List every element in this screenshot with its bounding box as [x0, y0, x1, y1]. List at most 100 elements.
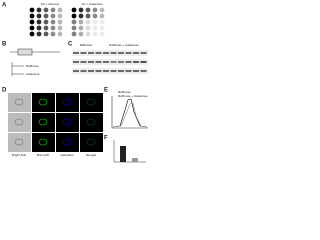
spot [92, 31, 98, 37]
spot [57, 7, 63, 13]
column-label: Mito-GFP [37, 153, 50, 157]
cell [14, 98, 24, 106]
micrograph [8, 113, 31, 132]
spot [85, 25, 91, 31]
condition: Raffinose [26, 64, 39, 68]
panel-label: A [2, 3, 7, 9]
cell [38, 98, 48, 106]
spot [43, 19, 49, 25]
band [125, 61, 132, 63]
band [118, 61, 124, 63]
band [103, 70, 109, 72]
band [140, 52, 147, 54]
cell [38, 118, 48, 126]
band [110, 70, 117, 72]
spot [50, 13, 56, 19]
micrograph [80, 113, 103, 132]
band [73, 52, 79, 54]
spot [78, 7, 84, 13]
cell [14, 138, 24, 146]
spot [78, 31, 84, 37]
spot [99, 7, 105, 13]
micrograph [56, 93, 79, 112]
spot [57, 19, 63, 25]
header: Raffinose + Galactose [109, 43, 139, 47]
band [103, 61, 109, 63]
spot [36, 7, 42, 13]
spot [99, 25, 105, 31]
spot [43, 25, 49, 31]
band [133, 61, 139, 63]
spot [36, 13, 42, 19]
band [125, 70, 132, 72]
band [118, 52, 124, 54]
panel-label: D [2, 88, 7, 94]
spot [57, 13, 63, 19]
band [88, 70, 94, 72]
panel-label: E [104, 88, 108, 94]
cell [38, 138, 48, 146]
micrograph [32, 133, 55, 152]
spot [43, 31, 49, 37]
legend: Raffinose [118, 90, 131, 94]
bar-plot [113, 140, 146, 163]
band [88, 61, 94, 63]
band [80, 61, 87, 63]
spot [99, 31, 105, 37]
header: SC + Galactose [81, 2, 102, 6]
band [80, 70, 87, 72]
spot [29, 7, 35, 13]
band [110, 52, 117, 54]
band [140, 61, 147, 63]
spot [85, 13, 91, 19]
spot [57, 25, 63, 31]
spot [29, 19, 35, 25]
cell [62, 98, 72, 106]
spot [29, 31, 35, 37]
cell [62, 118, 72, 126]
micrograph [80, 133, 103, 152]
spot [99, 13, 105, 19]
spot [36, 25, 42, 31]
band [133, 70, 139, 72]
spot [29, 13, 35, 19]
blot-strip [72, 50, 148, 56]
spot [92, 13, 98, 19]
spot [43, 7, 49, 13]
blot-strip [72, 59, 148, 65]
western-blot [72, 50, 148, 74]
header: Raffinose [80, 43, 93, 47]
cell [86, 98, 96, 106]
band [125, 52, 132, 54]
spot-assay [29, 7, 105, 37]
spot [50, 31, 56, 37]
spot [71, 19, 77, 25]
spot [71, 31, 77, 37]
column-label: Merged [86, 153, 97, 157]
cell [86, 138, 96, 146]
band [118, 70, 124, 72]
spot [43, 13, 49, 19]
header: SC + Glucose [41, 2, 60, 6]
spot [71, 13, 77, 19]
micrograph [32, 113, 55, 132]
spot [92, 7, 98, 13]
spot [50, 7, 56, 13]
band [133, 52, 139, 54]
spot [36, 31, 42, 37]
band [73, 70, 79, 72]
micrograph [8, 133, 31, 152]
spot [78, 13, 84, 19]
spot [78, 25, 84, 31]
blot-strip [72, 68, 148, 74]
spot [92, 25, 98, 31]
diagram [10, 48, 60, 76]
band [95, 70, 102, 72]
band [140, 70, 147, 72]
spot [71, 25, 77, 31]
micrograph [8, 93, 31, 112]
line-plot [111, 96, 148, 129]
spot [36, 19, 42, 25]
micrographs: Bright field Mito-GFP Calcofluor Merged [8, 93, 103, 157]
spot [71, 7, 77, 13]
